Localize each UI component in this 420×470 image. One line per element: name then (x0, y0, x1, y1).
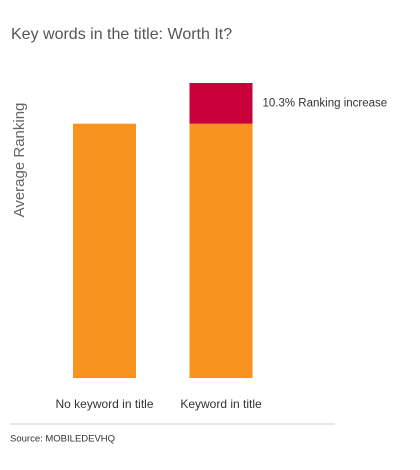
chart-title: Key words in the title: Worth It? (11, 26, 232, 43)
source: Source: MOBILEDEVHQ (10, 434, 115, 445)
bar-segment (73, 123, 136, 378)
bar-segment (189, 83, 253, 124)
y-axis-label: Average Ranking (11, 103, 28, 218)
bar-segment (189, 123, 253, 378)
x-tick-label: No keyword in title (55, 397, 153, 411)
x-tick-label: Keyword in title (180, 397, 262, 411)
annotation: 10.3% Ranking increase (263, 97, 388, 109)
